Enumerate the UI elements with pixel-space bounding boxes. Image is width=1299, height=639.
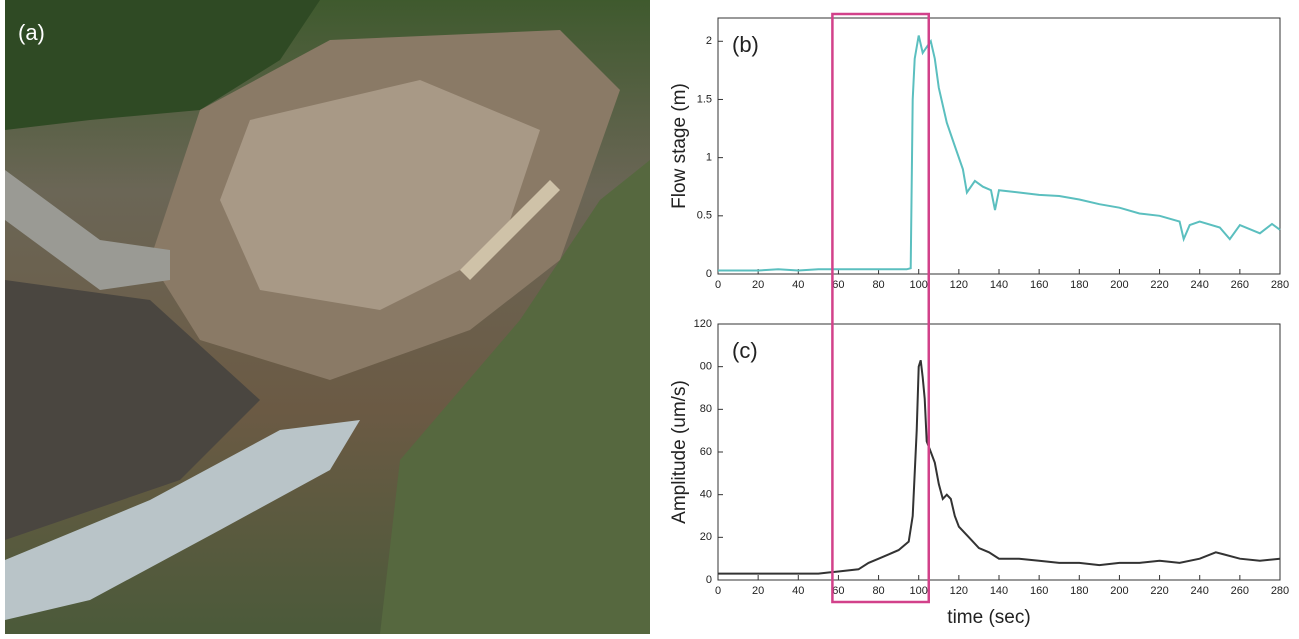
y-tick-label: 40 bbox=[700, 489, 712, 501]
plot-frame bbox=[718, 18, 1280, 274]
y-tick-label: 1 bbox=[706, 152, 712, 164]
y-tick-label: 20 bbox=[700, 531, 712, 543]
x-tick-label: 20 bbox=[752, 279, 764, 291]
x-tick-label: 180 bbox=[1070, 585, 1088, 597]
x-tick-label: 160 bbox=[1030, 279, 1048, 291]
x-tick-label: 200 bbox=[1110, 279, 1128, 291]
x-tick-label: 200 bbox=[1110, 585, 1128, 597]
y-tick-label: 0 bbox=[706, 574, 712, 586]
x-tick-label: 100 bbox=[910, 585, 928, 597]
x-tick-label: 120 bbox=[950, 279, 968, 291]
x-tick-label: 60 bbox=[832, 279, 844, 291]
y-tick-label: 00 bbox=[700, 361, 712, 373]
photo: (a) bbox=[5, 0, 650, 634]
x-tick-label: 120 bbox=[950, 585, 968, 597]
y-tick-label: 120 bbox=[694, 318, 712, 330]
highlight-window bbox=[832, 14, 928, 602]
photo-label: (a) bbox=[18, 20, 45, 45]
x-tick-label: 40 bbox=[792, 279, 804, 291]
x-tick-label: 20 bbox=[752, 585, 764, 597]
panel-label: (c) bbox=[732, 338, 758, 363]
y-tick-label: 1.5 bbox=[697, 93, 712, 105]
data-line bbox=[718, 36, 1280, 271]
x-tick-label: 140 bbox=[990, 585, 1008, 597]
x-tick-label: 100 bbox=[910, 279, 928, 291]
figure: (a) 020406080100120140160180200220240260… bbox=[0, 0, 1299, 634]
x-tick-label: 60 bbox=[832, 585, 844, 597]
y-tick-label: 60 bbox=[700, 446, 712, 458]
x-tick-label: 220 bbox=[1150, 279, 1168, 291]
x-tick-label: 240 bbox=[1191, 585, 1209, 597]
y-tick-label: 0.5 bbox=[697, 210, 712, 222]
x-tick-label: 180 bbox=[1070, 279, 1088, 291]
y-tick-label: 0 bbox=[706, 268, 712, 280]
x-tick-label: 280 bbox=[1271, 585, 1289, 597]
plot-frame bbox=[718, 324, 1280, 580]
x-tick-label: 140 bbox=[990, 279, 1008, 291]
x-tick-label: 240 bbox=[1191, 279, 1209, 291]
y-tick-label: 2 bbox=[706, 35, 712, 47]
x-tick-label: 160 bbox=[1030, 585, 1048, 597]
x-tick-label: 0 bbox=[715, 585, 721, 597]
x-tick-label: 40 bbox=[792, 585, 804, 597]
y-tick-label: 80 bbox=[700, 403, 712, 415]
y-axis-label: Flow stage (m) bbox=[669, 83, 690, 209]
x-tick-label: 260 bbox=[1231, 279, 1249, 291]
x-tick-label: 220 bbox=[1150, 585, 1168, 597]
page: (a) 020406080100120140160180200220240260… bbox=[0, 0, 1299, 639]
data-line bbox=[718, 360, 1280, 573]
x-tick-label: 0 bbox=[715, 279, 721, 291]
panel-label: (b) bbox=[732, 32, 759, 57]
x-tick-label: 280 bbox=[1271, 279, 1289, 291]
x-tick-label: 80 bbox=[872, 279, 884, 291]
x-axis-label: time (sec) bbox=[947, 607, 1030, 628]
x-tick-label: 260 bbox=[1231, 585, 1249, 597]
x-tick-label: 80 bbox=[872, 585, 884, 597]
y-axis-label: Amplitude (um/s) bbox=[669, 380, 690, 524]
